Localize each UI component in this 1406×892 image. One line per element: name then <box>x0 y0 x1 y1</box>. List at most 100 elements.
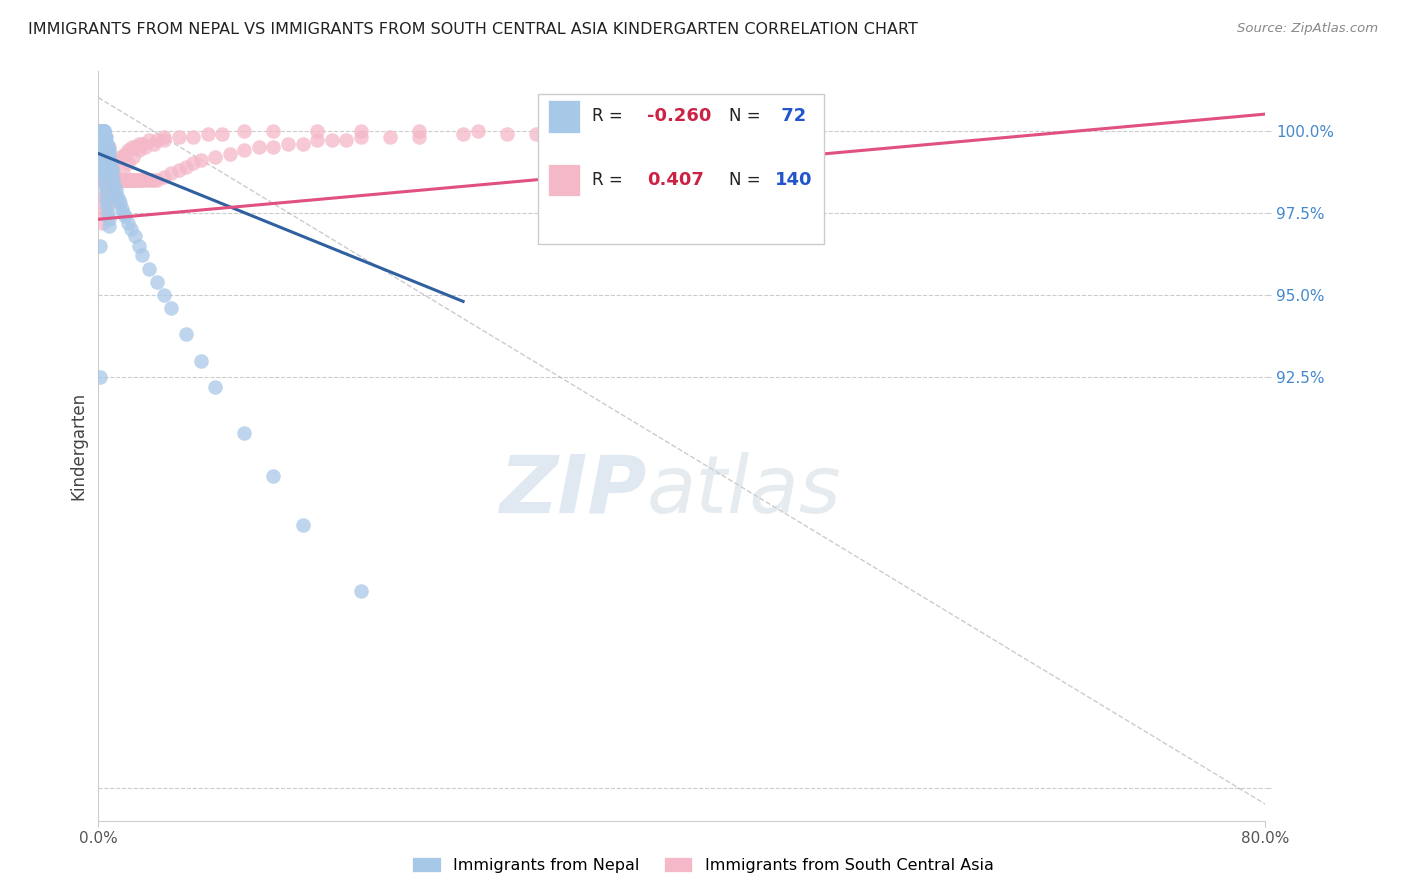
Point <box>96 173 118 187</box>
Point <box>104 183 127 197</box>
Point <box>89 140 111 154</box>
Point <box>91 160 114 174</box>
Point <box>98 219 121 233</box>
Point <box>263 140 285 154</box>
Text: R =: R = <box>592 171 623 189</box>
Point <box>105 189 128 203</box>
Point <box>111 202 134 217</box>
Text: Source: ZipAtlas.com: Source: ZipAtlas.com <box>1237 22 1378 36</box>
Point <box>100 173 122 187</box>
Point <box>93 173 115 187</box>
Point <box>105 173 128 187</box>
Point <box>89 238 111 252</box>
Point <box>307 123 329 137</box>
Point <box>277 136 299 151</box>
Point <box>93 150 115 164</box>
Point <box>96 173 118 187</box>
Point <box>153 288 176 302</box>
Point <box>93 173 115 187</box>
Point <box>117 143 139 157</box>
Point <box>124 228 146 243</box>
Point <box>233 143 256 157</box>
Point <box>139 173 162 187</box>
Point <box>350 583 373 598</box>
Point <box>350 130 373 145</box>
Point <box>96 193 118 207</box>
Point <box>125 173 148 187</box>
Legend: Immigrants from Nepal, Immigrants from South Central Asia: Immigrants from Nepal, Immigrants from S… <box>405 851 1001 880</box>
Point <box>103 156 125 170</box>
Point <box>90 173 112 187</box>
Point <box>97 140 120 154</box>
Point <box>115 173 138 187</box>
Point <box>233 425 256 440</box>
Point <box>496 127 519 141</box>
Point <box>101 163 124 178</box>
Point <box>90 123 112 137</box>
Point <box>101 163 124 178</box>
Point <box>129 173 152 187</box>
Point <box>94 205 117 219</box>
Point <box>122 150 145 164</box>
Point <box>90 146 112 161</box>
Point <box>97 143 120 157</box>
Point <box>291 136 314 151</box>
Point <box>90 153 112 167</box>
Point <box>114 209 136 223</box>
Point <box>101 173 124 187</box>
Point <box>97 173 120 187</box>
Text: 140: 140 <box>775 171 813 189</box>
Point <box>97 143 120 157</box>
Point <box>131 248 153 262</box>
Point <box>190 353 212 368</box>
Point <box>94 173 117 187</box>
Point <box>90 173 112 187</box>
Point <box>153 169 176 184</box>
Point <box>211 127 233 141</box>
Point <box>108 173 131 187</box>
Point <box>104 173 127 187</box>
Point <box>100 163 122 178</box>
Point <box>101 173 124 187</box>
Point <box>94 173 117 187</box>
Point <box>97 195 120 210</box>
Point <box>98 173 121 187</box>
Point <box>291 517 314 532</box>
Point <box>117 156 139 170</box>
Y-axis label: Kindergarten: Kindergarten <box>69 392 87 500</box>
Point <box>167 163 190 178</box>
Point <box>247 140 270 154</box>
Point <box>218 146 240 161</box>
Point <box>96 173 118 187</box>
Point <box>93 173 115 187</box>
Point <box>321 133 343 147</box>
Point <box>94 189 117 203</box>
Point <box>101 173 124 187</box>
Point <box>181 156 204 170</box>
Point <box>128 173 150 187</box>
Point <box>190 153 212 167</box>
Point <box>90 205 112 219</box>
Point <box>467 123 489 137</box>
Point <box>91 173 114 187</box>
Point <box>91 173 114 187</box>
Point <box>350 123 373 137</box>
Point <box>142 173 165 187</box>
Text: ZIP: ZIP <box>499 452 647 530</box>
Point <box>101 173 124 187</box>
FancyBboxPatch shape <box>538 94 824 244</box>
Point <box>105 173 128 187</box>
Point <box>131 136 153 151</box>
Point <box>524 127 547 141</box>
Point <box>100 173 122 187</box>
Point <box>100 173 122 187</box>
Point <box>146 173 169 187</box>
Point <box>93 166 115 180</box>
Point <box>93 195 115 210</box>
Point <box>121 173 143 187</box>
Point <box>94 173 117 187</box>
Point <box>96 136 118 151</box>
Point <box>100 173 122 187</box>
Point <box>128 136 150 151</box>
FancyBboxPatch shape <box>548 163 581 196</box>
